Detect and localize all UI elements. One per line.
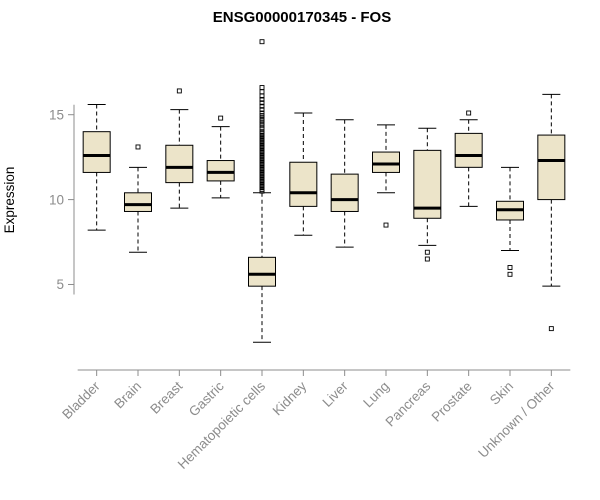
- y-axis-label: Expression: [2, 167, 17, 234]
- box: [330, 173, 359, 212]
- box: [124, 192, 152, 212]
- box: [537, 134, 566, 201]
- outlier-point: [259, 39, 265, 45]
- x-category-label: Skin: [487, 379, 516, 408]
- x-category-label: Liver: [319, 378, 351, 410]
- outlier-point: [466, 110, 472, 116]
- x-category-label: Gastric: [186, 378, 227, 419]
- outlier-point: [259, 125, 265, 131]
- box: [289, 161, 318, 207]
- outlier-point: [259, 96, 265, 102]
- outlier-point: [424, 256, 430, 262]
- outlier-point: [259, 129, 265, 135]
- outlier-point: [259, 110, 265, 116]
- box: [248, 256, 276, 287]
- x-category-label: Breast: [147, 378, 185, 416]
- x-category-label: Lung: [360, 379, 392, 411]
- x-category-label: Prostate: [429, 379, 475, 425]
- outlier-point: [424, 249, 430, 255]
- x-category-label: Kidney: [270, 378, 310, 418]
- y-tick-label: 5: [56, 277, 64, 292]
- outlier-point: [259, 103, 265, 109]
- outlier-point: [507, 265, 513, 270]
- outlier-point: [259, 89, 265, 95]
- outlier-point: [176, 88, 182, 94]
- x-category-label: Bladder: [59, 378, 103, 422]
- chart-title: ENSG00000170345 - FOS: [213, 9, 391, 26]
- outlier-point: [548, 326, 554, 332]
- outlier-point: [507, 271, 513, 277]
- outlier-point: [135, 144, 141, 150]
- box: [82, 131, 111, 173]
- outlier-point: [259, 118, 265, 124]
- x-category-label: Pancreas: [383, 378, 434, 429]
- outlier-point: [259, 85, 265, 90]
- outlier-point: [259, 107, 265, 113]
- outlier-point: [259, 100, 265, 106]
- y-tick-label: 15: [49, 107, 64, 122]
- outlier-point: [218, 115, 224, 121]
- outlier-point: [383, 222, 389, 228]
- box: [372, 151, 400, 173]
- outlier-point: [259, 123, 265, 129]
- outlier-point: [259, 113, 265, 119]
- y-tick-label: 10: [49, 192, 64, 207]
- x-category-label: Unknown / Other: [475, 378, 558, 461]
- box: [165, 144, 194, 184]
- box: [206, 160, 235, 182]
- outlier-point: [259, 115, 265, 121]
- outlier-point: [259, 120, 265, 126]
- box: [454, 132, 483, 168]
- x-category-label: Brain: [111, 379, 144, 412]
